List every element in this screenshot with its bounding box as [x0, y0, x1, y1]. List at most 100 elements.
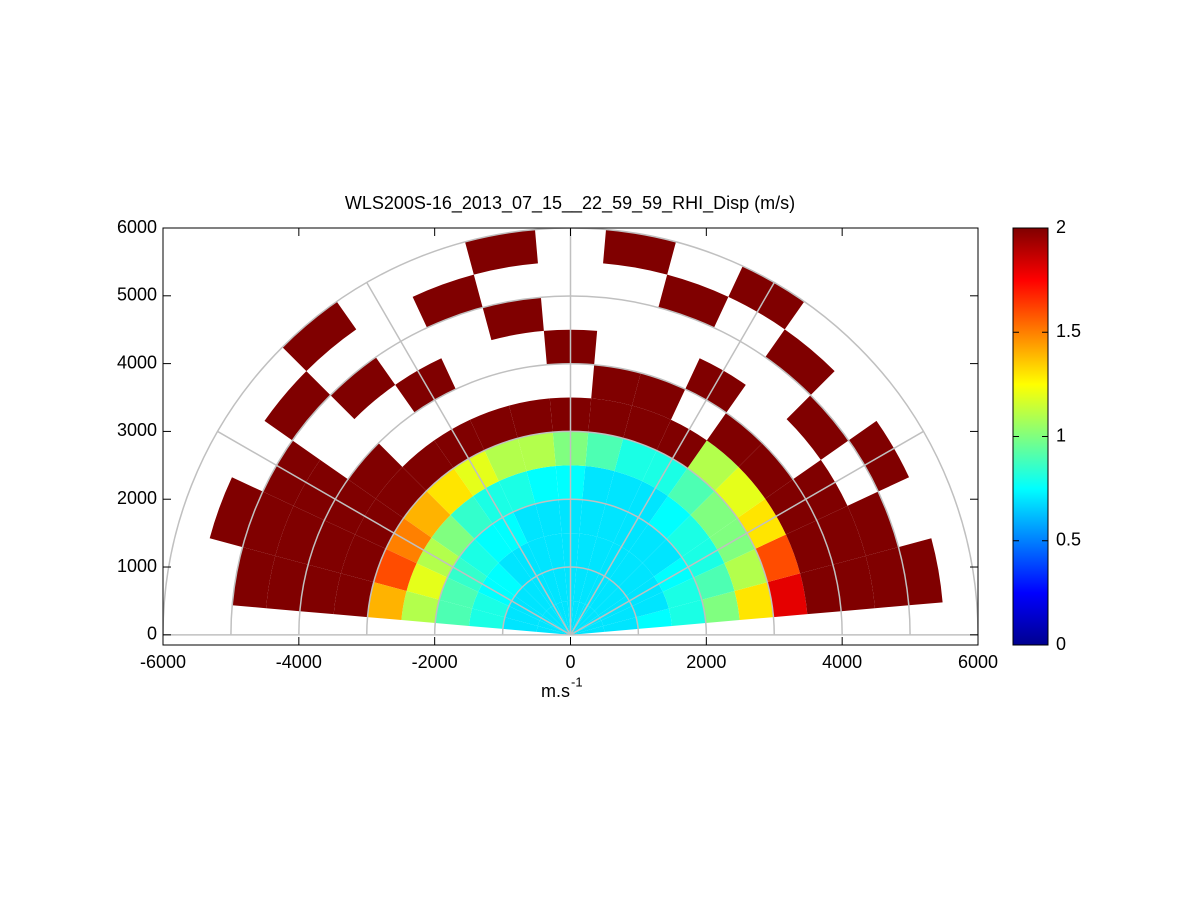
cell: [333, 573, 374, 618]
cell: [594, 586, 627, 616]
cell: [588, 398, 633, 439]
cell: [570, 601, 580, 635]
cell: [403, 490, 451, 538]
cell: [469, 608, 505, 629]
angle-spoke: [217, 430, 571, 636]
x-tick-label: 6000: [958, 652, 998, 672]
cell: [668, 599, 706, 626]
cell: [264, 371, 331, 441]
cell: [472, 591, 509, 618]
cell: [605, 471, 643, 512]
cell: [484, 438, 527, 482]
cell: [662, 577, 702, 609]
cell: [628, 523, 667, 563]
cell: [232, 547, 276, 609]
y-tick-label: 1000: [117, 556, 157, 576]
cell: [714, 467, 766, 519]
cell: [865, 547, 909, 609]
x-tick-label: -6000: [140, 652, 186, 672]
y-tick-label: 3000: [117, 420, 157, 440]
cell: [706, 412, 763, 468]
cell: [579, 569, 600, 605]
cell: [576, 533, 597, 570]
cell: [401, 590, 440, 624]
y-tick-label: 0: [147, 624, 157, 644]
y-tick-label: 2000: [117, 488, 157, 508]
cell: [570, 610, 599, 635]
cell: [687, 440, 739, 491]
cell: [693, 563, 735, 600]
cell: [556, 602, 571, 635]
polar-grid: [163, 228, 978, 636]
colorbar-tick-label: 2: [1056, 217, 1066, 237]
cell: [508, 398, 553, 439]
cell: [614, 438, 657, 482]
cell: [724, 548, 768, 591]
x-tick-label: -4000: [276, 652, 322, 672]
x-tick-label: 2000: [686, 652, 726, 672]
cell: [375, 467, 427, 519]
cell: [459, 538, 499, 577]
colorbar-tick-label: 1.5: [1056, 321, 1081, 341]
cell: [299, 564, 341, 615]
cell: [570, 626, 605, 635]
cell: [426, 468, 474, 515]
cell: [308, 520, 356, 574]
cell: [648, 495, 691, 539]
cell: [552, 567, 568, 603]
cell: [487, 562, 523, 596]
x-label-sup: -1: [571, 674, 583, 689]
cell: [573, 567, 589, 603]
cell: [209, 477, 263, 548]
cell: [667, 468, 715, 515]
cell: [609, 551, 643, 587]
cell: [536, 626, 571, 635]
cell: [596, 503, 628, 543]
y-tick-label: 6000: [117, 217, 157, 237]
cell: [544, 533, 565, 570]
cell: [561, 601, 571, 635]
cell: [431, 514, 475, 558]
cell: [517, 432, 556, 472]
cell: [465, 229, 538, 275]
cell: [690, 490, 738, 538]
cell: [367, 582, 407, 621]
cell: [470, 405, 518, 451]
cell: [642, 538, 682, 577]
cell: [242, 491, 294, 556]
cell: [767, 573, 808, 618]
cell: [498, 551, 532, 587]
cell: [800, 564, 842, 615]
y-tick-label: 4000: [117, 352, 157, 372]
cells: [209, 229, 943, 635]
cell: [542, 610, 571, 635]
cell: [402, 440, 454, 491]
x-axis-label: m.s: [541, 681, 570, 701]
cell: [785, 520, 833, 574]
cell: [755, 534, 801, 583]
cell: [522, 579, 552, 611]
cell: [738, 443, 794, 499]
cell: [504, 606, 540, 627]
angle-spoke: [570, 430, 924, 636]
cell: [527, 536, 553, 574]
cell: [412, 274, 483, 328]
cell: [591, 364, 641, 406]
cell: [666, 514, 710, 558]
cell: [266, 555, 309, 612]
cell: [498, 471, 536, 512]
cell: [435, 599, 473, 626]
cell: [579, 499, 606, 537]
cell: [439, 577, 479, 609]
cell: [786, 395, 849, 460]
cell: [632, 372, 686, 420]
cell: [537, 620, 571, 635]
cell: [340, 534, 386, 583]
cell: [765, 329, 835, 396]
cell: [601, 606, 637, 627]
cell: [513, 503, 545, 543]
x-tick-label: 0: [565, 652, 575, 672]
colorbar-tick-label: 1: [1056, 425, 1066, 445]
